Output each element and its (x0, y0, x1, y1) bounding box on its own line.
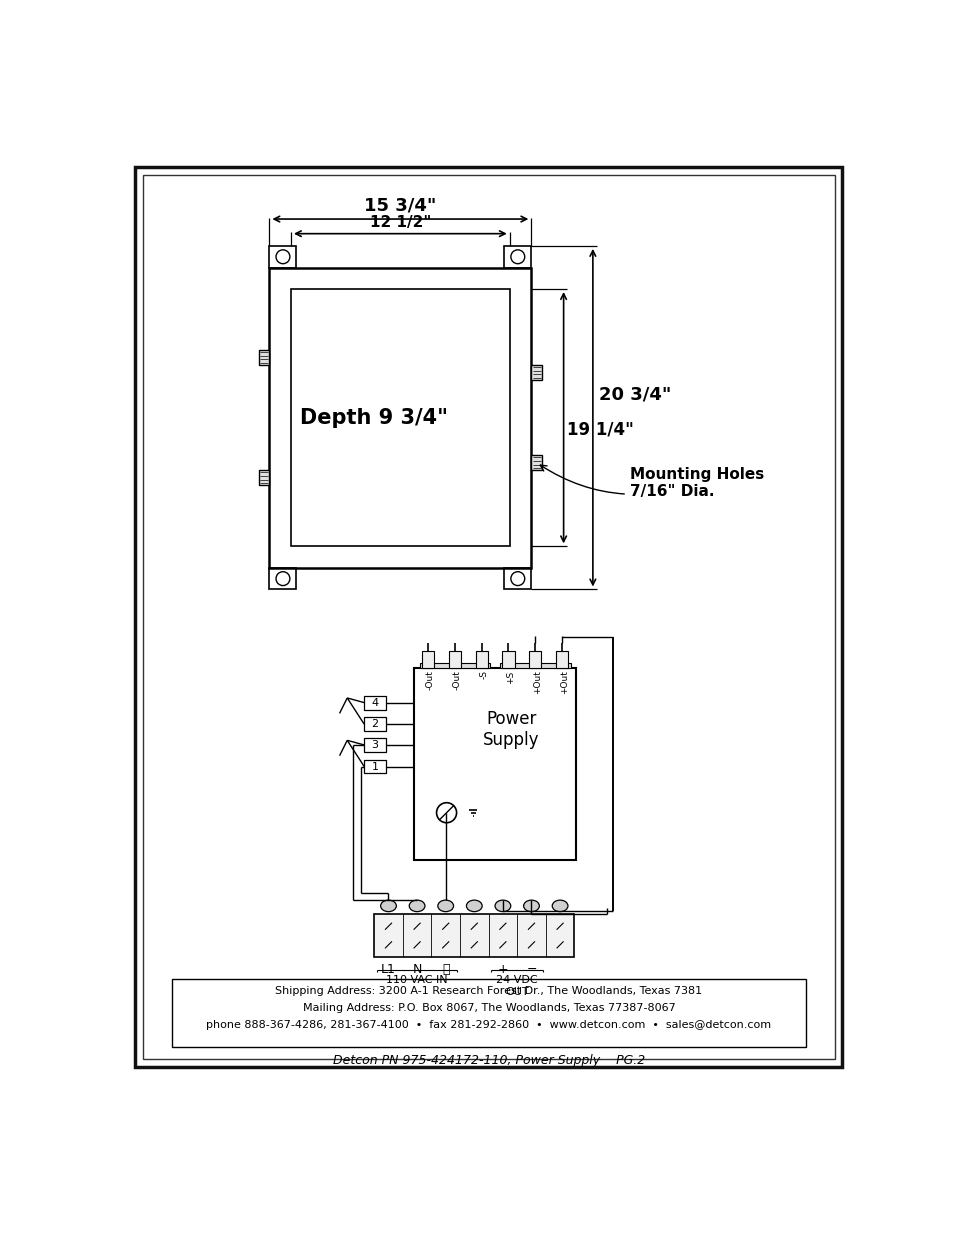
Text: -S: -S (479, 671, 488, 679)
Text: ⏚: ⏚ (441, 963, 449, 976)
Bar (529, 651, 541, 668)
Text: +Out: +Out (533, 671, 541, 694)
Text: −: − (526, 963, 537, 976)
Bar (364, 739, 385, 752)
Text: 110 VAC IN: 110 VAC IN (386, 976, 448, 986)
Text: Power
Supply: Power Supply (482, 710, 539, 748)
Text: 12 1/2": 12 1/2" (370, 215, 431, 230)
Text: phone 888-367-4286, 281-367-4100  •  fax 281-292-2860  •  www.detcon.com  •  sal: phone 888-367-4286, 281-367-4100 • fax 2… (206, 1020, 771, 1030)
Text: Detcon PN 975-424172-110, Power Supply    PG.2: Detcon PN 975-424172-110, Power Supply P… (333, 1055, 644, 1067)
Bar (475, 651, 487, 668)
Bar (364, 695, 385, 710)
Ellipse shape (495, 900, 510, 911)
Bar (258, 471, 269, 485)
Ellipse shape (380, 900, 395, 911)
Bar (419, 663, 490, 668)
Bar (421, 651, 434, 668)
Text: 24 VDC
OUT: 24 VDC OUT (496, 976, 537, 997)
Bar (504, 246, 531, 268)
Text: Mailing Address: P.O. Box 8067, The Woodlands, Texas 77387-8067: Mailing Address: P.O. Box 8067, The Wood… (302, 1003, 675, 1013)
Text: +Out: +Out (559, 671, 568, 694)
Text: 3: 3 (371, 740, 378, 750)
Bar (269, 246, 296, 268)
Bar (531, 454, 541, 471)
Text: -Out: -Out (425, 671, 435, 690)
Text: L1: L1 (380, 963, 395, 976)
Ellipse shape (437, 900, 453, 911)
Bar (502, 651, 514, 668)
Bar (448, 651, 460, 668)
Ellipse shape (552, 900, 567, 911)
Ellipse shape (466, 900, 481, 911)
Bar (374, 914, 574, 957)
Text: -Out: -Out (453, 671, 461, 690)
Bar (504, 568, 531, 589)
Text: Shipping Address: 3200 A-1 Research Forest Dr., The Woodlands, Texas 7381: Shipping Address: 3200 A-1 Research Fore… (275, 987, 701, 997)
Bar (499, 663, 570, 668)
Text: 19 1/4": 19 1/4" (567, 420, 634, 438)
Bar (269, 568, 296, 589)
Ellipse shape (409, 900, 424, 911)
Bar (258, 350, 269, 366)
Bar (269, 268, 531, 568)
Text: +: + (497, 963, 508, 976)
Bar (364, 718, 385, 731)
Text: +S: +S (506, 671, 515, 683)
Text: Depth 9 3/4": Depth 9 3/4" (300, 408, 448, 427)
Text: 15 3/4": 15 3/4" (364, 196, 436, 215)
Bar (531, 366, 541, 380)
Bar (364, 760, 385, 773)
Text: Mounting Holes
7/16" Dia.: Mounting Holes 7/16" Dia. (539, 466, 763, 499)
Text: 1: 1 (371, 762, 378, 772)
Text: 2: 2 (371, 719, 378, 729)
Bar (414, 668, 576, 861)
Bar (291, 289, 509, 546)
Ellipse shape (523, 900, 538, 911)
Bar (556, 651, 568, 668)
Text: N: N (412, 963, 421, 976)
Text: 20 3/4": 20 3/4" (598, 385, 671, 404)
Text: 4: 4 (371, 698, 378, 708)
Bar (172, 979, 805, 1047)
